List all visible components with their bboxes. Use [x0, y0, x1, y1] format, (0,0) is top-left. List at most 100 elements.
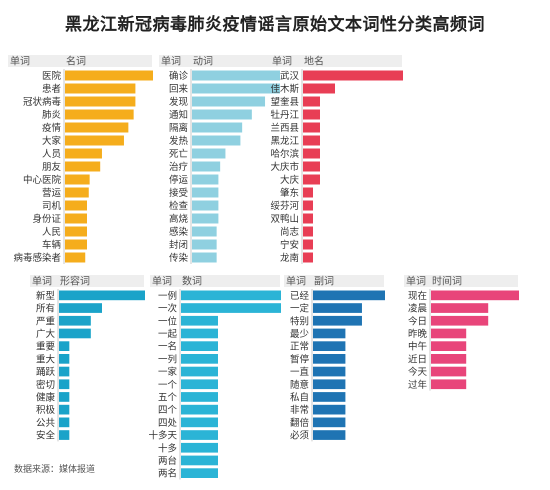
bar: [303, 70, 403, 81]
category-label: 特别: [290, 315, 309, 327]
header-word-label: 单词: [152, 276, 172, 288]
category-label: 公共: [36, 418, 56, 429]
category-label: 过年: [408, 379, 428, 391]
bar: [431, 328, 467, 339]
bar: [303, 83, 335, 94]
category-label: 非常: [290, 404, 309, 416]
category-label: 今天: [408, 366, 428, 378]
panel-nouns: 单词 名词医院患者冠状病毒肺炎疫情大家人员朋友中心医院营运司机身份证人民车辆病毒感…: [8, 55, 153, 264]
category-label: 十多: [158, 442, 177, 454]
category-label: 冠状病毒: [23, 96, 62, 108]
category-label: 十多天: [148, 430, 177, 442]
header-word-label: 单词: [286, 276, 306, 288]
category-label: 两名: [158, 468, 177, 480]
bar: [303, 122, 320, 133]
category-label: 中心医院: [23, 174, 62, 186]
category-label: 一次: [158, 303, 178, 315]
category-label: 兰西县: [270, 122, 299, 134]
bar: [181, 290, 281, 301]
bar: [59, 354, 70, 364]
header-category-label: 时间词: [432, 275, 462, 288]
category-label: 尚志: [280, 226, 299, 238]
bar: [192, 239, 217, 250]
bar: [303, 226, 313, 237]
category-label: 重要: [36, 341, 55, 353]
chart-title: 黑龙江新冠病毒肺炎疫情谣言原始文本词性分类高频词: [65, 15, 485, 35]
category-label: 绥芬河: [270, 200, 299, 212]
header-category-label: 数词: [182, 275, 202, 288]
bar: [303, 161, 320, 172]
bar: [313, 341, 346, 351]
category-label: 一家: [158, 366, 178, 378]
category-label: 四处: [158, 417, 178, 429]
panel-header-bg: [30, 275, 144, 287]
category-label: 一例: [158, 290, 177, 302]
category-label: 凌晨: [408, 303, 428, 315]
data-source: 数据来源：媒体报道: [14, 465, 96, 475]
category-label: 哈尔滨: [270, 148, 299, 160]
bar: [59, 328, 91, 339]
category-label: 疫情: [42, 122, 62, 134]
panel-header-bg: [150, 275, 280, 287]
category-label: 病毒感染者: [13, 252, 61, 264]
bar: [59, 315, 91, 326]
bar: [192, 122, 243, 133]
category-label: 望奎县: [270, 96, 299, 108]
bar: [313, 404, 346, 415]
category-label: 大庆: [280, 174, 300, 186]
bar: [313, 366, 346, 377]
bar: [65, 213, 87, 224]
category-label: 四个: [158, 405, 178, 416]
bar: [303, 200, 313, 211]
category-label: 翻倍: [290, 417, 310, 429]
category-label: 一名: [158, 341, 177, 353]
bar: [181, 417, 218, 428]
category-label: 龙南: [280, 252, 299, 264]
bar: [65, 122, 129, 133]
bar: [313, 303, 362, 313]
category-label: 随意: [290, 379, 309, 391]
header-word-label: 单词: [272, 56, 292, 68]
category-label: 回来: [169, 84, 189, 95]
bar: [192, 252, 217, 263]
bar: [59, 392, 70, 402]
bar: [181, 315, 218, 326]
bar: [181, 379, 218, 390]
category-label: 感染: [169, 226, 189, 238]
bar: [65, 135, 124, 146]
category-label: 广大: [36, 328, 56, 340]
category-label: 私自: [290, 391, 309, 403]
bar: [59, 430, 70, 440]
bar: [181, 341, 218, 351]
header-word-label: 单词: [32, 276, 52, 288]
category-label: 一位: [158, 315, 178, 327]
bar: [181, 328, 218, 339]
category-label: 大庆市: [270, 161, 299, 173]
category-label: 暂停: [290, 353, 310, 365]
bar: [65, 226, 87, 237]
category-label: 发热: [169, 135, 189, 147]
category-label: 新型: [36, 290, 56, 302]
bar: [313, 430, 346, 440]
category-label: 肇东: [280, 187, 299, 199]
category-label: 佳木斯: [270, 83, 299, 95]
category-label: 踊跃: [36, 367, 56, 378]
bar: [65, 161, 101, 172]
category-label: 五个: [158, 392, 178, 403]
header-word-label: 单词: [10, 56, 30, 68]
category-label: 牡丹江: [270, 109, 299, 121]
category-label: 一列: [158, 353, 177, 365]
bar: [313, 315, 362, 326]
header-category-label: 名词: [66, 55, 86, 68]
category-label: 一直: [290, 366, 310, 378]
category-label: 通知: [169, 109, 188, 121]
category-label: 现在: [408, 290, 427, 302]
bar: [303, 213, 313, 224]
header-category-label: 地名: [304, 55, 324, 68]
category-label: 营运: [42, 187, 62, 199]
category-label: 确诊: [169, 70, 189, 82]
bar: [192, 200, 219, 211]
category-label: 停运: [169, 174, 189, 186]
bar: [192, 109, 252, 120]
